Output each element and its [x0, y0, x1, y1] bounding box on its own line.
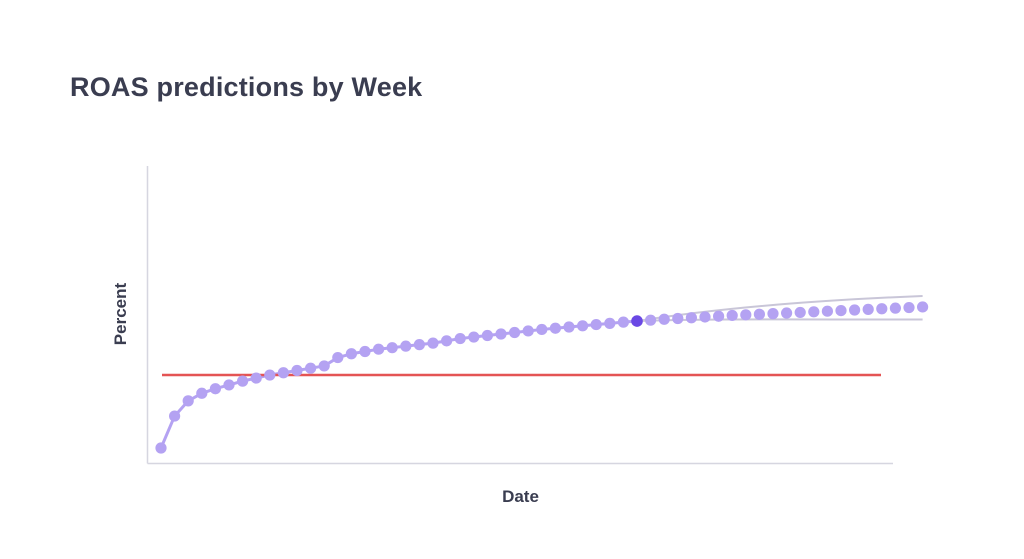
prediction-point: [849, 304, 861, 316]
actual-point: [468, 331, 480, 343]
prediction-point: [821, 305, 834, 317]
actual-point: [604, 317, 616, 329]
prediction-point: [645, 314, 657, 326]
prediction-point: [794, 306, 806, 319]
chart-title: ROAS predictions by Week: [70, 72, 423, 102]
actual-point: [577, 320, 589, 332]
actual-point: [305, 362, 317, 374]
prediction-point: [808, 306, 820, 318]
prediction-point: [767, 308, 779, 320]
actual-point: [237, 375, 249, 387]
actual-point: [291, 364, 303, 377]
prediction-point: [672, 312, 684, 325]
highlighted-point: [631, 315, 643, 327]
actual-point: [386, 342, 398, 354]
actual-point: [508, 326, 521, 339]
actual-point: [454, 332, 466, 345]
actual-point: [155, 442, 167, 454]
prediction-point: [781, 307, 793, 319]
prediction-point: [889, 302, 902, 314]
actual-point: [332, 351, 344, 364]
actual-point: [441, 335, 453, 347]
prediction-point: [699, 311, 711, 323]
actual-point: [549, 322, 562, 334]
y-axis-label: Percent: [111, 282, 130, 346]
actual-point: [563, 321, 575, 333]
actual-point: [345, 348, 357, 360]
actual-point: [196, 387, 208, 399]
actual-point: [169, 410, 181, 422]
actual-point: [182, 395, 194, 407]
prediction-point: [685, 312, 698, 324]
actual-point: [373, 343, 385, 355]
actual-point: [536, 323, 548, 336]
prediction-point: [862, 303, 874, 315]
actual-point: [522, 325, 534, 337]
actual-point: [277, 367, 289, 379]
actual-point: [209, 383, 221, 395]
actual-point: [359, 345, 371, 358]
actual-point: [400, 340, 412, 352]
prediction-point: [903, 301, 915, 314]
actual-point: [590, 318, 602, 331]
actual-point: [264, 369, 276, 381]
actual-point: [413, 339, 425, 351]
actual-point: [617, 316, 630, 328]
prediction-point: [917, 301, 929, 313]
actual-point: [250, 372, 262, 384]
prediction-point: [835, 304, 847, 317]
prediction-point: [726, 309, 738, 322]
prediction-point: [658, 313, 670, 325]
actual-point: [318, 360, 330, 372]
prediction-point: [713, 310, 725, 322]
actual-point: [481, 329, 493, 342]
prediction-point: [876, 303, 888, 315]
data-points: [155, 301, 929, 454]
x-axis-label: Date: [502, 487, 539, 506]
actual-point: [223, 379, 235, 391]
actual-point: [427, 337, 439, 349]
actual-point: [495, 328, 507, 340]
prediction-point: [753, 308, 766, 320]
prediction-point: [740, 309, 752, 321]
upper-bound-line: [636, 295, 923, 323]
